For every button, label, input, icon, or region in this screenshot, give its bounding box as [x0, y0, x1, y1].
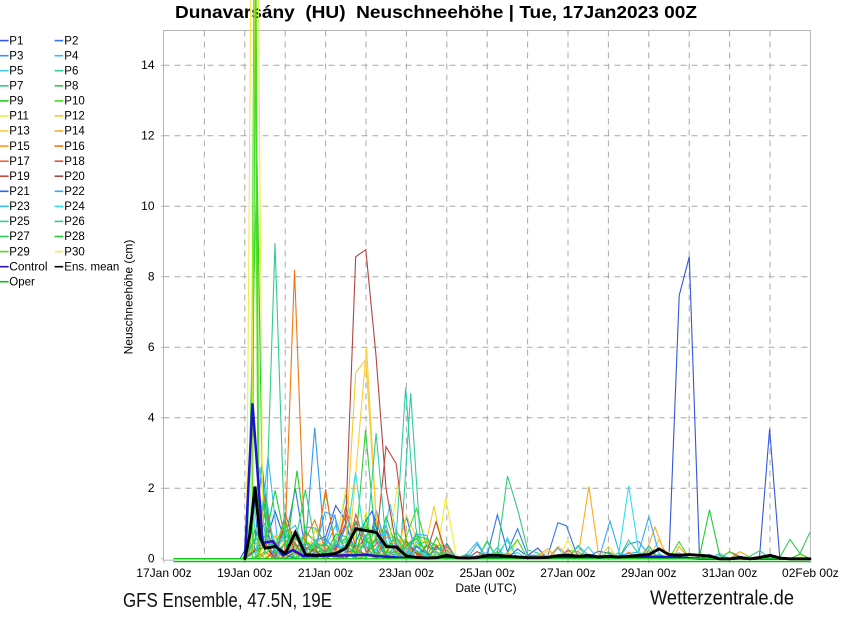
svg-text:0: 0: [148, 552, 155, 566]
svg-text:Wetterzentrale.de: Wetterzentrale.de: [650, 587, 794, 610]
svg-text:Neuschneehöhe (cm): Neuschneehöhe (cm): [122, 240, 136, 355]
svg-text:P8: P8: [64, 81, 78, 93]
svg-text:Ens. mean: Ens. mean: [64, 261, 119, 273]
svg-text:GFS Ensemble, 47.5N, 19E: GFS Ensemble, 47.5N, 19E: [123, 590, 332, 612]
svg-text:P19: P19: [9, 171, 29, 183]
svg-text:P27: P27: [9, 231, 29, 243]
svg-text:P25: P25: [9, 216, 29, 228]
svg-text:P5: P5: [9, 65, 23, 77]
svg-text:P16: P16: [64, 141, 84, 153]
svg-text:4: 4: [148, 411, 155, 425]
svg-text:P2: P2: [64, 35, 78, 47]
svg-text:P24: P24: [64, 201, 85, 213]
svg-text:6: 6: [148, 340, 155, 354]
svg-text:P3: P3: [9, 50, 23, 62]
svg-text:P23: P23: [9, 201, 29, 213]
svg-text:31Jan 00z: 31Jan 00z: [702, 566, 757, 580]
svg-text:P4: P4: [64, 50, 79, 62]
svg-text:P22: P22: [64, 186, 84, 198]
svg-text:P7: P7: [9, 81, 23, 93]
svg-text:Control: Control: [9, 261, 47, 273]
svg-text:17Jan 00z: 17Jan 00z: [136, 566, 191, 580]
svg-text:21Jan 00z: 21Jan 00z: [298, 566, 353, 580]
svg-text:P6: P6: [64, 65, 78, 77]
svg-text:P11: P11: [9, 111, 29, 123]
svg-text:10: 10: [141, 199, 155, 213]
svg-text:P13: P13: [9, 126, 29, 138]
svg-text:P28: P28: [64, 231, 84, 243]
svg-text:P10: P10: [64, 96, 84, 108]
svg-text:02Feb 00z: 02Feb 00z: [782, 566, 839, 580]
svg-text:P21: P21: [9, 186, 29, 198]
svg-text:29Jan 00z: 29Jan 00z: [621, 566, 676, 580]
svg-text:P30: P30: [64, 246, 84, 258]
svg-text:Dunavarsány (HU) Neuschneehö: Dunavarsány (HU) Neuschneehöhe | Tue, 17…: [175, 2, 697, 22]
svg-text:8: 8: [148, 270, 155, 284]
svg-text:P15: P15: [9, 141, 29, 153]
svg-text:P14: P14: [64, 126, 85, 138]
svg-text:25Jan 00z: 25Jan 00z: [460, 566, 515, 580]
svg-text:P17: P17: [9, 156, 29, 168]
svg-text:P1: P1: [9, 35, 23, 47]
svg-text:P20: P20: [64, 171, 84, 183]
svg-text:P29: P29: [9, 246, 29, 258]
svg-text:Date (UTC): Date (UTC): [455, 581, 516, 595]
svg-text:12: 12: [141, 129, 155, 143]
svg-text:P26: P26: [64, 216, 84, 228]
svg-text:27Jan 00z: 27Jan 00z: [540, 566, 595, 580]
svg-text:14: 14: [141, 58, 155, 72]
svg-text:2: 2: [148, 481, 155, 495]
svg-text:P12: P12: [64, 111, 84, 123]
svg-text:23Jan 00z: 23Jan 00z: [379, 566, 434, 580]
svg-text:P9: P9: [9, 96, 23, 108]
svg-text:P18: P18: [64, 156, 84, 168]
svg-text:Oper: Oper: [9, 276, 35, 288]
svg-text:19Jan 00z: 19Jan 00z: [217, 566, 272, 580]
